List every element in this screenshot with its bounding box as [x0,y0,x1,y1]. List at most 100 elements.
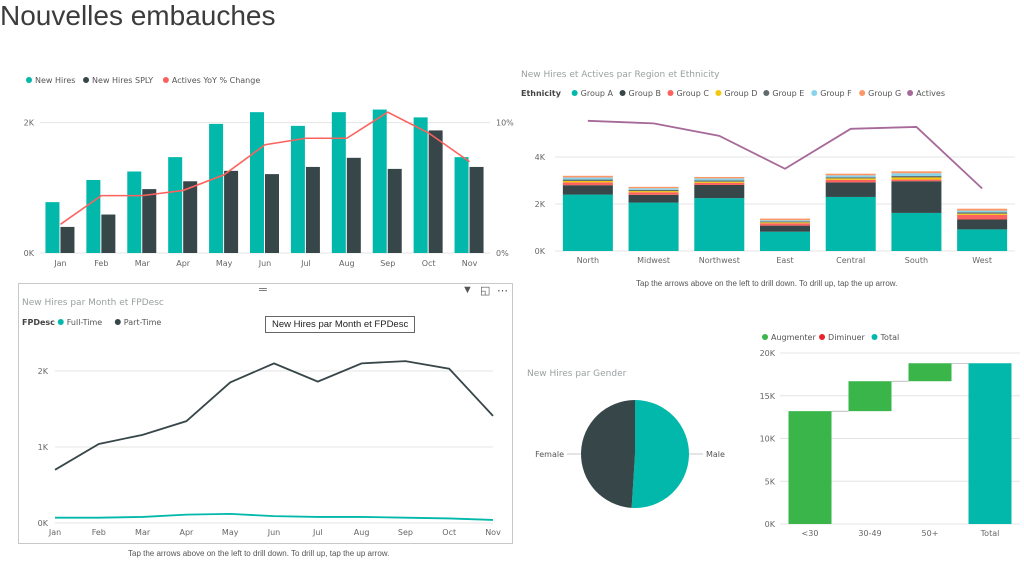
region-legend-item: Group F [820,89,852,98]
region-bar-segment [628,192,679,195]
fpdesc-legend-item: Full-Time [67,318,102,327]
region-bar-segment [760,218,810,221]
fpdesc-legend-item: Part-Time [124,318,162,327]
combo-bar [127,171,142,253]
combo-bar [346,157,361,253]
region-bar-segment [628,188,679,190]
fpdesc-x-tick-label: Aug [354,528,370,537]
region-legend-marker [619,90,626,96]
fpdesc-visual-frame[interactable] [18,283,513,544]
region-bar-segment [825,175,876,178]
waterfall-y-tick-label: 5K [765,477,776,486]
gender-pie-chart[interactable]: New Hires par Gender Male Female [520,360,740,520]
age-waterfall-chart[interactable]: Augmenter Diminuer Total 0K 5K 10K 15K 20K <30 30… [740,325,1024,547]
region-bar-segment [957,229,1008,251]
combo-bar [101,214,116,253]
region-legend-title: Ethnicity [521,89,562,98]
region-y-tick-label: 2K [535,200,546,209]
fpdesc-legend-marker [114,319,121,325]
region-bar-segment [825,173,876,176]
combo-bar [413,117,428,253]
waterfall-y-tick-label: 20K [760,349,776,358]
region-bar-segment [891,171,942,174]
waterfall-x-tick-label: <30 [802,529,819,538]
combo-x-tick-label: Jan [53,259,66,268]
more-options-icon[interactable]: ⋯ [497,285,508,297]
region-bar-segment [825,196,876,251]
combo-x-tick-label: Jun [258,259,272,268]
combo-bar [45,202,60,253]
waterfall-legend-marker [819,334,826,340]
region-x-tick-label: South [905,256,928,265]
waterfall-bar [848,381,892,412]
region-bar-segment [891,212,942,251]
region-bar-segment [628,189,679,192]
region-bar-segment [891,181,942,213]
combo-legend-item: Actives YoY % Change [172,76,260,85]
page-title: Nouvelles embauches [0,0,276,31]
combo-legend-item: New Hires [35,76,75,85]
filter-icon[interactable]: ▼ [462,284,473,296]
combo-x-tick-label: Apr [176,259,191,268]
region-legend-item: Group G [868,89,901,98]
region-bar-segment [694,180,745,182]
region-legend-item: Actives [916,89,945,98]
combo-y-tick-label: 2K [24,119,35,128]
combo-bar [454,157,469,253]
region-x-tick-label: North [577,256,599,265]
gender-slice-label: Female [535,450,564,459]
waterfall-x-tick-label: Total [980,529,1000,538]
combo-bar [305,166,320,253]
region-bar-segment [891,173,942,177]
waterfall-y-tick-label: 0K [765,520,776,529]
region-x-tick-label: Midwest [637,256,670,265]
gender-slice-male [631,400,689,508]
gender-chart-title: New Hires par Gender [527,369,627,379]
region-bar-segment [825,182,876,197]
combo-x-tick-label: Feb [94,259,108,268]
combo-y2-tick-label: 10% [496,119,514,128]
region-bar-segment [957,213,1008,215]
fpdesc-x-tick-label: Jul [312,528,323,537]
combo-x-tick-label: Oct [422,259,436,268]
region-bar-segment [694,198,745,251]
region-ethnicity-chart[interactable]: New Hires et Actives par Region et Ethni… [515,60,1024,275]
fpdesc-x-tick-label: Jun [267,528,281,537]
combo-bar [60,226,75,253]
region-y-tick-label: 4K [535,153,546,162]
fpdesc-legend-marker [57,319,64,325]
fpdesc-y-tick-label: 1K [38,443,49,452]
combo-bar [428,130,443,253]
waterfall-legend-marker [762,334,768,340]
region-legend-marker [859,90,866,96]
region-bar-segment [562,185,613,195]
new-hires-combo-chart[interactable]: New Hires New Hires SPLY Actives YoY % Cha… [0,60,520,275]
waterfall-bar [968,363,1012,524]
combo-x-tick-label: Aug [339,259,355,268]
fpdesc-line-chart[interactable]: New Hires par Month et FPDesc FPDesc Full-… [18,290,513,544]
region-bar-segment [891,177,942,180]
fpdesc-drill-hint: Tap the arrows above on the left to dril… [128,549,390,558]
region-bar-segment [760,222,810,224]
combo-x-tick-label: Nov [462,259,478,268]
combo-bar [142,189,157,253]
fpdesc-legend-title: FPDesc [22,318,55,327]
fpdesc-x-tick-label: Oct [442,528,456,537]
waterfall-y-tick-label: 15K [760,392,776,401]
waterfall-legend-item: Total [880,333,900,342]
region-legend-marker [571,90,578,96]
gender-slice-female [580,400,635,508]
combo-bar [265,174,279,253]
combo-bar [290,125,305,253]
waterfall-legend-item: Augmenter [771,333,816,342]
waterfall-x-tick-label: 50+ [922,529,939,538]
region-bar-segment [957,208,1008,211]
region-bar-segment [957,214,1008,220]
waterfall-x-tick-label: 30-49 [858,529,881,538]
fpdesc-line-full-time [55,512,494,521]
fpdesc-y-tick-label: 2K [38,367,49,376]
region-bar-segment [562,175,613,178]
focus-mode-icon[interactable]: ◱ [480,285,491,297]
drag-handle-icon[interactable]: ═ [259,284,267,296]
region-bar-segment [825,179,876,183]
